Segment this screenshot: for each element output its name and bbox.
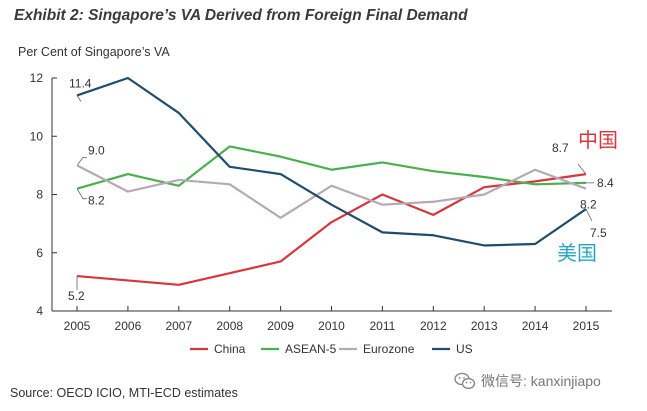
label-leader: [76, 156, 87, 166]
x-tick-label: 2013: [471, 319, 498, 333]
x-tick-label: 2005: [64, 319, 91, 333]
label-leader: [76, 188, 87, 200]
series-line-eurozone: [76, 164, 587, 219]
country-callout: 美国: [557, 241, 597, 265]
source-note: Source: OECD ICIO, MTI-ECD estimates: [10, 386, 238, 400]
data-label: 5.2: [68, 289, 85, 303]
legend-label-asean-5: ASEAN-5: [285, 342, 337, 356]
y-tick-label: 8: [36, 188, 43, 202]
x-tick-label: 2010: [318, 319, 345, 333]
y-tick-label: 6: [36, 246, 43, 260]
country-callout: 中国: [578, 128, 618, 152]
legend-label-china: China: [214, 342, 246, 356]
series-line-us: [76, 76, 587, 247]
data-label: 8.2: [88, 194, 105, 208]
data-label: 8.2: [580, 198, 597, 212]
y-tick-label: 4: [36, 304, 43, 318]
data-label: 11.4: [69, 76, 92, 90]
series-line-china: [76, 173, 587, 286]
label-leader: [577, 163, 587, 175]
x-tick-label: 2008: [216, 319, 243, 333]
data-label: 7.5: [590, 226, 607, 240]
x-tick-label: 2014: [522, 319, 549, 333]
legend-label-eurozone: Eurozone: [363, 342, 415, 356]
watermark: 微信号: kanxinjiapo: [454, 371, 601, 391]
label-leader: [585, 208, 593, 222]
watermark-text: 微信号: kanxinjiapo: [481, 373, 601, 389]
x-tick-label: 2006: [115, 319, 142, 333]
label-leader: [76, 95, 82, 102]
x-tick-label: 2007: [165, 319, 192, 333]
y-tick-label: 12: [30, 71, 44, 85]
x-tick-label: 2012: [420, 319, 447, 333]
data-label: 8.4: [597, 176, 614, 190]
wechat-icon: [454, 372, 476, 390]
x-tick-label: 2015: [573, 319, 600, 333]
chart-title: Exhibit 2: Singapore’s VA Derived from F…: [14, 7, 468, 24]
x-tick-label: 2011: [369, 319, 395, 333]
legend-label-us: US: [456, 342, 473, 356]
data-label: 8.7: [552, 141, 569, 155]
y-tick-label: 10: [30, 129, 44, 143]
y-axis-label: Per Cent of Singapore’s VA: [18, 45, 170, 59]
x-tick-label: 2009: [267, 319, 294, 333]
data-label: 9.0: [88, 143, 105, 157]
